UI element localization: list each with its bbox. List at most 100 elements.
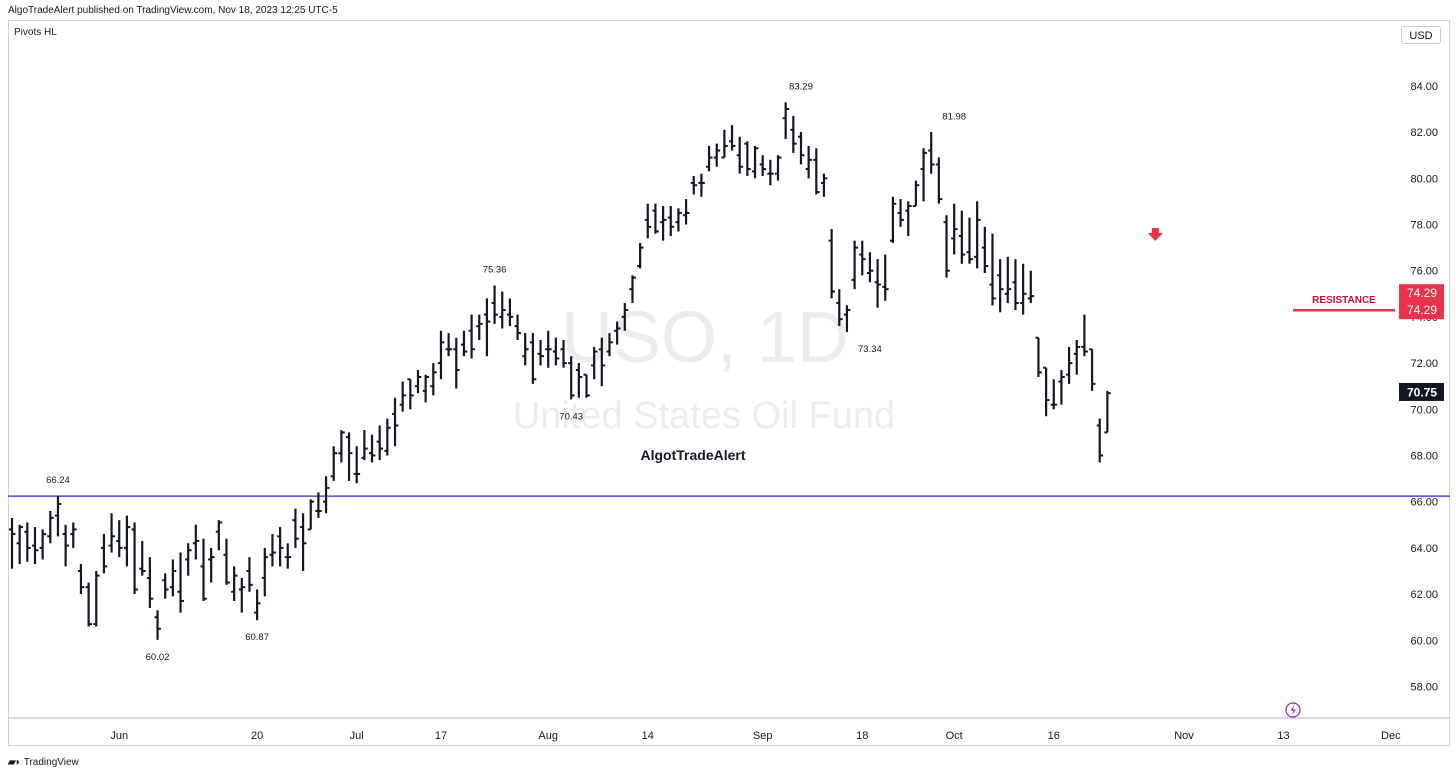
ohlc-bar[interactable] <box>437 330 445 380</box>
ohlc-bar[interactable] <box>713 143 721 167</box>
currency-button[interactable]: USD <box>1401 26 1441 44</box>
ohlc-bar[interactable] <box>483 298 491 357</box>
ohlc-bar[interactable] <box>369 434 376 463</box>
ohlc-bar[interactable] <box>591 346 598 380</box>
ohlc-bar[interactable] <box>897 199 904 227</box>
ohlc-bar[interactable] <box>797 132 805 165</box>
ohlc-bar[interactable] <box>453 337 460 389</box>
ohlc-bar[interactable] <box>31 527 39 565</box>
ohlc-bar[interactable] <box>744 141 751 176</box>
ohlc-bar[interactable] <box>1073 340 1081 375</box>
ohlc-bar[interactable] <box>361 430 368 461</box>
ohlc-bar[interactable] <box>476 314 483 340</box>
ohlc-bar[interactable] <box>70 522 77 548</box>
ohlc-bar[interactable] <box>422 374 430 403</box>
ohlc-bar[interactable] <box>698 173 705 197</box>
ohlc-bar[interactable] <box>828 229 836 299</box>
ohlc-bar[interactable] <box>392 397 399 447</box>
ohlc-bar[interactable] <box>154 610 161 640</box>
ohlc-bar[interactable] <box>522 333 529 366</box>
ohlc-bar[interactable] <box>231 566 238 602</box>
ohlc-bar[interactable] <box>629 275 636 304</box>
ohlc-bar[interactable] <box>644 203 652 239</box>
ohlc-bar[interactable] <box>139 540 146 576</box>
ohlc-bar[interactable] <box>1012 259 1019 310</box>
ohlc-bar[interactable] <box>430 363 437 396</box>
lightning-bolt-icon[interactable] <box>1285 702 1301 718</box>
ohlc-bar[interactable] <box>460 330 468 357</box>
ohlc-bar[interactable] <box>759 155 767 176</box>
ohlc-bar[interactable] <box>690 175 698 195</box>
ohlc-bar[interactable] <box>323 476 330 514</box>
ohlc-bar[interactable] <box>9 517 16 569</box>
ohlc-bar[interactable] <box>261 547 269 597</box>
ohlc-bar[interactable] <box>660 206 667 241</box>
ohlc-bar[interactable] <box>468 314 475 359</box>
ohlc-bar[interactable] <box>736 136 744 174</box>
ohlc-bar[interactable] <box>729 125 736 151</box>
ohlc-bar[interactable] <box>905 201 912 237</box>
ohlc-bar[interactable] <box>62 524 70 567</box>
ohlc-bar[interactable] <box>1081 314 1088 357</box>
ohlc-bar[interactable] <box>77 564 85 595</box>
ohlc-bar[interactable] <box>414 370 422 394</box>
ohlc-bar[interactable] <box>560 340 567 368</box>
ohlc-bar[interactable] <box>346 432 353 481</box>
ohlc-bar[interactable] <box>790 115 797 153</box>
ohlc-bar[interactable] <box>989 233 996 306</box>
ohlc-bar[interactable] <box>568 356 575 400</box>
ohlc-bar[interactable] <box>851 240 858 290</box>
ohlc-bar[interactable] <box>997 259 1004 313</box>
ohlc-bar[interactable] <box>499 291 506 329</box>
ohlc-bar[interactable] <box>47 510 54 544</box>
ohlc-bar[interactable] <box>506 298 514 327</box>
ohlc-bar[interactable] <box>813 148 820 195</box>
ohlc-bar[interactable] <box>859 240 866 276</box>
ohlc-bar[interactable] <box>54 496 62 537</box>
ohlc-bar[interactable] <box>552 337 560 366</box>
ohlc-bar[interactable] <box>1058 370 1065 405</box>
ohlc-bar[interactable] <box>146 557 154 608</box>
indicator-label[interactable]: Pivots HL <box>14 27 57 38</box>
ohlc-bar[interactable] <box>1043 366 1050 417</box>
ohlc-bar[interactable] <box>721 129 728 159</box>
ohlc-bar[interactable] <box>767 159 774 186</box>
ohlc-bar[interactable] <box>1004 256 1012 304</box>
ohlc-bar[interactable] <box>1066 346 1073 384</box>
ohlc-bar[interactable] <box>1027 270 1035 304</box>
ohlc-bar[interactable] <box>491 285 498 324</box>
ohlc-bar[interactable] <box>338 430 345 463</box>
ohlc-bar[interactable] <box>246 557 253 592</box>
ohlc-bar[interactable] <box>621 303 629 331</box>
ohlc-bar[interactable] <box>943 215 950 278</box>
ohlc-bar[interactable] <box>782 102 790 140</box>
ohlc-bar[interactable] <box>445 333 453 357</box>
ohlc-bar[interactable] <box>529 333 537 384</box>
ohlc-bar[interactable] <box>537 340 544 366</box>
ohlc-bar[interactable] <box>292 508 299 548</box>
ohlc-bar[interactable] <box>277 527 284 567</box>
ohlc-bar[interactable] <box>85 582 92 627</box>
ohlc-bar[interactable] <box>652 203 659 234</box>
ohlc-bar[interactable] <box>514 314 521 340</box>
ohlc-bar[interactable] <box>935 157 943 204</box>
ohlc-bar[interactable] <box>912 180 920 208</box>
ohlc-bar[interactable] <box>39 529 47 560</box>
ohlc-bar[interactable] <box>116 520 123 558</box>
ohlc-bar[interactable] <box>575 363 583 398</box>
ohlc-bar[interactable] <box>882 254 889 301</box>
ohlc-bar[interactable] <box>407 378 414 410</box>
ohlc-bar[interactable] <box>384 418 391 456</box>
ohlc-bar[interactable] <box>958 210 966 264</box>
ohlc-bar[interactable] <box>667 206 675 237</box>
ohlc-bar[interactable] <box>928 132 935 174</box>
ohlc-bar[interactable] <box>583 373 590 398</box>
ohlc-bar[interactable] <box>820 173 828 197</box>
ohlc-bar[interactable] <box>254 589 261 621</box>
ohlc-bar[interactable] <box>223 538 230 585</box>
ohlc-bar[interactable] <box>675 208 682 232</box>
ohlc-bar[interactable] <box>1104 390 1111 434</box>
ohlc-bar[interactable] <box>200 538 207 602</box>
ohlc-bar[interactable] <box>614 321 621 345</box>
ohlc-bar[interactable] <box>775 155 782 181</box>
